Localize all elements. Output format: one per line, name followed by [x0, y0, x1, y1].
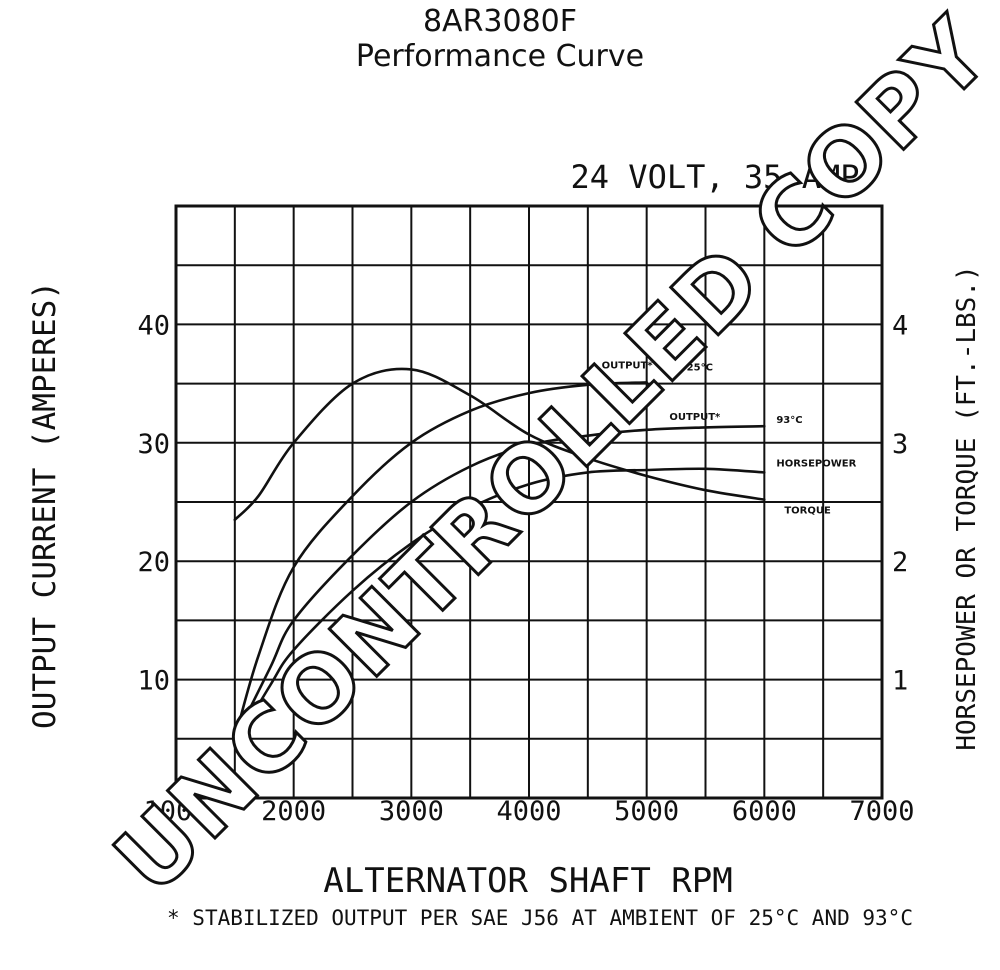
y-tick-left-label: 30: [137, 429, 170, 460]
curve-labels: OUTPUT* 25°C OUTPUT* 93°C HORSEPOWER TORQUE: [602, 360, 857, 516]
x-tick-label: 6000: [732, 796, 797, 827]
plot-frame: [174, 204, 884, 800]
y-tick-right-label: 4: [892, 310, 908, 341]
curve-label-2: HORSEPOWER: [776, 458, 856, 469]
x-axis-label: ALTERNATOR SHAFT RPM: [323, 861, 732, 901]
y-tick-right-label: 2: [892, 547, 908, 578]
title-model: 8AR3080F: [422, 4, 578, 39]
y-tick-right-label: 3: [892, 429, 908, 460]
curve-temp-label-0: 25°C: [687, 362, 713, 373]
footnote: * STABILIZED OUTPUT PER SAE J56 AT AMBIE…: [167, 906, 913, 930]
y-tick-right-label: 1: [892, 666, 908, 697]
curve-temp-label-1: 93°C: [776, 415, 802, 426]
y-axis-left-label: OUTPUT CURRENT (AMPERES): [27, 281, 63, 729]
series-line-3: [233, 367, 766, 522]
tick-labels: 1000 2000 3000 4000 5000 6000 7000 10 20 30 40 1 2 3 4: [137, 310, 914, 827]
curves: [233, 367, 766, 746]
watermark: UNCONTROLLED COPY: [95, 0, 1000, 914]
x-tick-label: 3000: [379, 796, 444, 827]
y-axis-right-label: HORSEPOWER OR TORQUE (FT.-LBS.): [952, 265, 982, 750]
series-line-1: [233, 424, 766, 741]
curve-label-3: TORQUE: [784, 506, 831, 517]
y-tick-left-label: 40: [137, 310, 170, 341]
y-tick-left-label: 20: [137, 547, 170, 578]
chart-title: 8AR3080F Performance Curve: [0, 4, 1000, 75]
y-tick-left-label: 10: [137, 666, 170, 697]
chart-subtitle: 24 VOLT, 35 AMP: [571, 158, 860, 196]
x-tick-label: 7000: [849, 796, 914, 827]
x-tick-label: 2000: [261, 796, 326, 827]
curve-label-0: OUTPUT*: [602, 360, 654, 371]
series-line-0: [233, 381, 648, 741]
curve-label-1: OUTPUT*: [669, 412, 721, 423]
x-tick-label: 4000: [496, 796, 561, 827]
x-tick-label: 1000: [143, 796, 208, 827]
title-subtitle: Performance Curve: [355, 39, 645, 75]
grid: [176, 206, 882, 798]
x-tick-label: 5000: [614, 796, 679, 827]
series-line-2: [233, 467, 766, 746]
